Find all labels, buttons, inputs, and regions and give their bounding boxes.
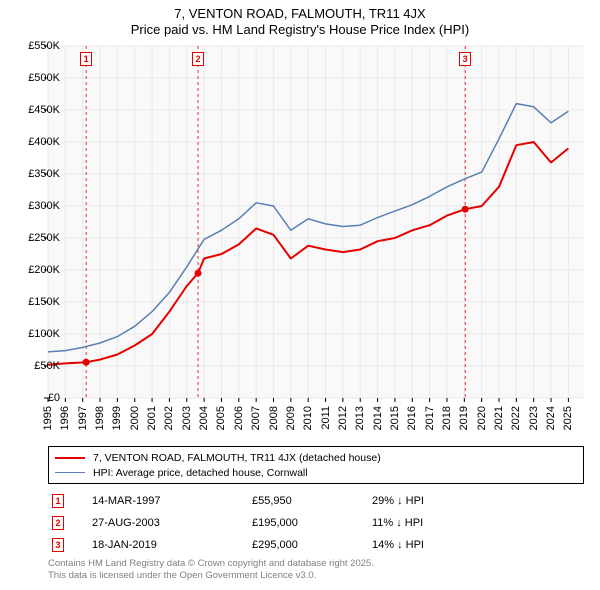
footer-line-1: Contains HM Land Registry data © Crown c…	[48, 558, 374, 569]
x-tick-label: 2021	[493, 406, 505, 430]
sale-date: 27-AUG-2003	[92, 517, 252, 529]
y-tick-label: £400K	[28, 136, 60, 148]
legend-item: HPI: Average price, detached house, Corn…	[55, 465, 577, 480]
x-tick-label: 2023	[528, 406, 540, 430]
x-tick-label: 2000	[129, 406, 141, 430]
x-tick-label: 2015	[389, 406, 401, 430]
y-tick-label: £100K	[28, 328, 60, 340]
y-tick-label: £150K	[28, 296, 60, 308]
footer-line-2: This data is licensed under the Open Gov…	[48, 570, 316, 581]
legend-item: 7, VENTON ROAD, FALMOUTH, TR11 4JX (deta…	[55, 450, 577, 465]
sale-price: £195,000	[252, 517, 372, 529]
sale-marker-box: 3	[459, 52, 471, 66]
x-tick-label: 2006	[233, 406, 245, 430]
x-tick-label: 2022	[510, 406, 522, 430]
x-tick-label: 2025	[562, 406, 574, 430]
x-tick-label: 2013	[354, 406, 366, 430]
title-line-2: Price paid vs. HM Land Registry's House …	[0, 22, 600, 38]
x-tick-label: 2019	[458, 406, 470, 430]
sale-marker-box: 1	[80, 52, 92, 66]
title-line-1: 7, VENTON ROAD, FALMOUTH, TR11 4JX	[0, 6, 600, 22]
x-tick-label: 1995	[42, 406, 54, 430]
plot-area: 1 2 3	[48, 46, 584, 398]
x-tick-label: 2005	[215, 406, 227, 430]
sale-marker-icon: 2	[52, 516, 64, 530]
sale-price: £55,950	[252, 495, 372, 507]
sale-diff: 11% ↓ HPI	[372, 517, 584, 529]
legend-swatch	[55, 472, 85, 474]
legend: 7, VENTON ROAD, FALMOUTH, TR11 4JX (deta…	[48, 446, 584, 484]
sale-marker-box: 2	[192, 52, 204, 66]
x-tick-label: 2002	[163, 406, 175, 430]
y-tick-label: £450K	[28, 104, 60, 116]
x-tick-label: 1998	[94, 406, 106, 430]
x-tick-label: 1997	[77, 406, 89, 430]
title-block: 7, VENTON ROAD, FALMOUTH, TR11 4JX Price…	[0, 0, 600, 39]
x-tick-label: 2024	[545, 406, 557, 430]
chart-container: 7, VENTON ROAD, FALMOUTH, TR11 4JX Price…	[0, 0, 600, 590]
x-tick-label: 2004	[198, 406, 210, 430]
y-tick-label: £200K	[28, 264, 60, 276]
chart-svg	[48, 46, 348, 196]
sale-date: 18-JAN-2019	[92, 539, 252, 551]
y-tick-label: £250K	[28, 232, 60, 244]
table-row: 2 27-AUG-2003 £195,000 11% ↓ HPI	[48, 512, 584, 534]
sale-price: £295,000	[252, 539, 372, 551]
x-tick-label: 2014	[372, 406, 384, 430]
x-tick-label: 2012	[337, 406, 349, 430]
x-tick-label: 2016	[406, 406, 418, 430]
x-tick-label: 2020	[476, 406, 488, 430]
sales-table: 1 14-MAR-1997 £55,950 29% ↓ HPI 2 27-AUG…	[48, 490, 584, 556]
y-tick-label: £0	[48, 392, 60, 404]
y-tick-label: £500K	[28, 72, 60, 84]
footer-attribution: Contains HM Land Registry data © Crown c…	[48, 558, 584, 582]
x-tick-label: 2003	[181, 406, 193, 430]
table-row: 3 18-JAN-2019 £295,000 14% ↓ HPI	[48, 534, 584, 556]
x-tick-label: 2001	[146, 406, 158, 430]
x-tick-label: 2011	[320, 406, 332, 430]
legend-label: 7, VENTON ROAD, FALMOUTH, TR11 4JX (deta…	[93, 452, 381, 464]
x-tick-label: 2017	[424, 406, 436, 430]
legend-swatch	[55, 457, 85, 459]
sale-date: 14-MAR-1997	[92, 495, 252, 507]
y-tick-label: £550K	[28, 40, 60, 52]
y-tick-label: £350K	[28, 168, 60, 180]
x-tick-label: 2007	[250, 406, 262, 430]
y-tick-label: £50K	[34, 360, 60, 372]
x-tick-label: 2018	[441, 406, 453, 430]
legend-label: HPI: Average price, detached house, Corn…	[93, 467, 308, 479]
y-tick-label: £300K	[28, 200, 60, 212]
x-tick-label: 2010	[302, 406, 314, 430]
sale-diff: 29% ↓ HPI	[372, 495, 584, 507]
x-tick-label: 1996	[59, 406, 71, 430]
x-tick-label: 1999	[111, 406, 123, 430]
sale-marker-icon: 3	[52, 538, 64, 552]
sale-diff: 14% ↓ HPI	[372, 539, 584, 551]
x-tick-label: 2009	[285, 406, 297, 430]
table-row: 1 14-MAR-1997 £55,950 29% ↓ HPI	[48, 490, 584, 512]
x-tick-label: 2008	[268, 406, 280, 430]
sale-marker-icon: 1	[52, 494, 64, 508]
